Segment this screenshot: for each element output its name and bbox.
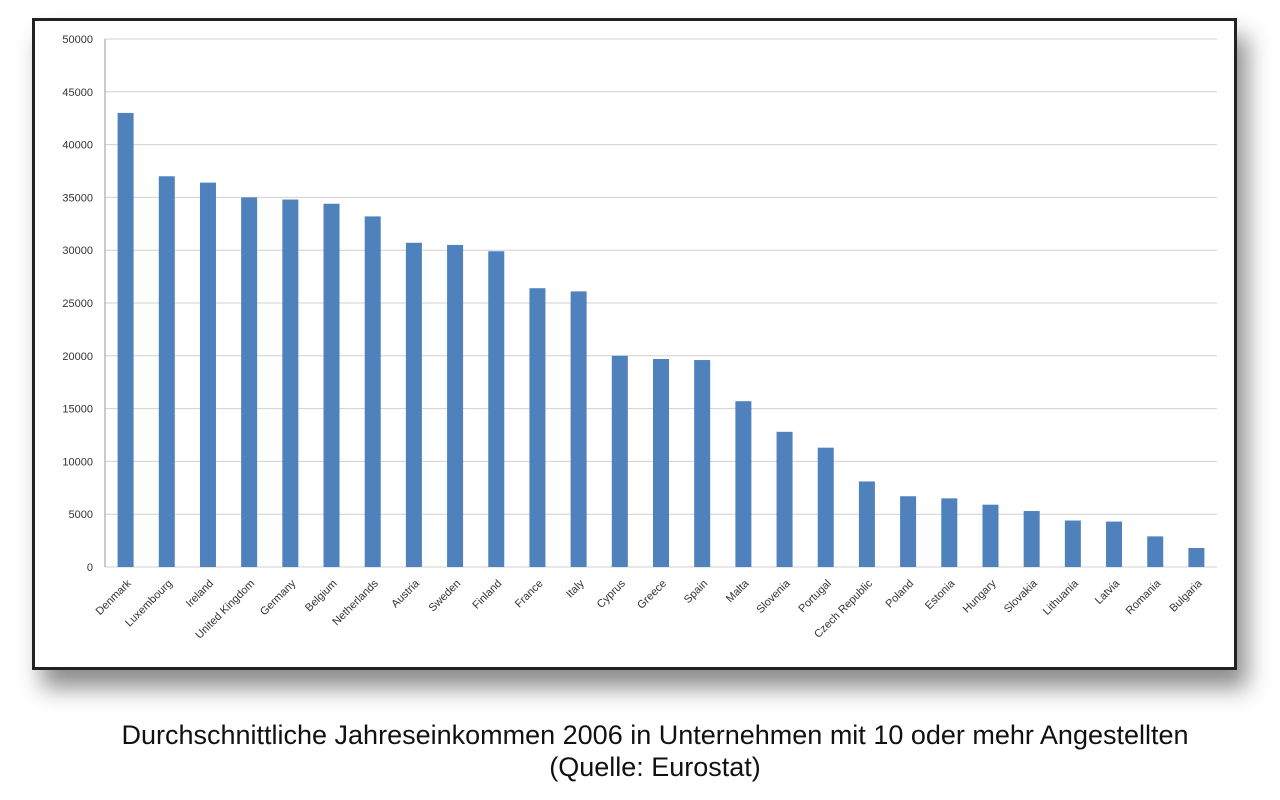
x-tick-label: Romania <box>1124 577 1164 617</box>
bar <box>158 176 175 567</box>
bar <box>611 355 628 567</box>
bar <box>364 216 381 567</box>
x-tick-label: Sweden <box>427 578 464 615</box>
y-tick-label: 40000 <box>62 140 93 152</box>
x-tick-label: Malta <box>724 577 752 605</box>
bar <box>1064 520 1081 567</box>
bar <box>694 360 711 567</box>
y-axis-ticks: 0 5000 10000 15000 20000 25000 30000 35000 40000… <box>62 34 93 574</box>
bar <box>1188 547 1205 567</box>
bar <box>776 431 793 567</box>
bar <box>488 251 505 568</box>
x-tick-label: Hungary <box>961 577 999 615</box>
x-tick-label: Greece <box>635 578 669 612</box>
bar <box>941 498 958 567</box>
bar <box>982 504 999 567</box>
bar <box>1147 536 1164 567</box>
caption-source: (Quelle: Eurostat) <box>549 752 761 782</box>
x-tick-label: Poland <box>884 578 917 611</box>
bar <box>282 199 299 567</box>
bar <box>900 496 917 567</box>
bar <box>117 112 134 568</box>
x-tick-label: Austria <box>389 577 422 610</box>
bar <box>447 244 464 568</box>
bar <box>817 447 834 567</box>
y-tick-label: 30000 <box>62 245 93 257</box>
x-tick-label: Slovakia <box>1002 577 1041 616</box>
x-tick-label: Ireland <box>184 578 216 610</box>
bar <box>199 182 216 567</box>
bar <box>858 481 875 567</box>
bar <box>570 291 587 567</box>
bar <box>1106 521 1123 567</box>
x-tick-label: Estonia <box>923 577 958 612</box>
y-tick-label: 10000 <box>62 456 93 468</box>
y-tick-label: 0 <box>87 562 93 574</box>
y-tick-label: 5000 <box>69 509 93 521</box>
x-tick-label: Lithuania <box>1041 577 1082 618</box>
x-tick-label: Finland <box>470 578 504 612</box>
x-tick-label: Italy <box>564 577 587 600</box>
y-tick-label: 20000 <box>62 351 93 363</box>
y-tick-label: 35000 <box>62 192 93 204</box>
x-tick-label: Germany <box>258 577 299 618</box>
bar <box>241 197 258 567</box>
y-tick-label: 45000 <box>62 87 93 99</box>
x-tick-label: France <box>513 578 546 611</box>
y-tick-label: 25000 <box>62 298 93 310</box>
bar <box>735 401 752 567</box>
caption-title: Durchschnittliche Jahreseinkommen 2006 i… <box>121 720 1189 750</box>
x-tick-label: Latvia <box>1093 577 1123 607</box>
bar <box>529 288 546 567</box>
x-tick-label: Portugal <box>796 578 833 615</box>
bar <box>653 358 669 567</box>
bar <box>323 203 340 567</box>
bar <box>405 242 422 568</box>
x-tick-label: Belgium <box>303 578 340 615</box>
bar <box>1023 511 1040 567</box>
y-tick-label: 50000 <box>62 34 93 46</box>
x-tick-label: Slovenia <box>754 577 793 616</box>
y-tick-label: 15000 <box>62 404 93 416</box>
bars <box>117 112 1205 568</box>
x-tick-label: Spain <box>682 578 710 606</box>
x-tick-label: Denmark <box>94 577 134 617</box>
x-tick-label: Bulgaria <box>1168 577 1206 615</box>
x-tick-label: Cyprus <box>595 577 628 610</box>
